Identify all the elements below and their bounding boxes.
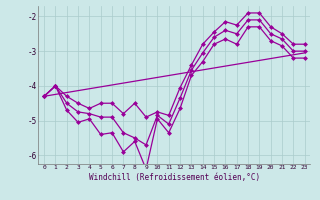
X-axis label: Windchill (Refroidissement éolien,°C): Windchill (Refroidissement éolien,°C) [89, 173, 260, 182]
